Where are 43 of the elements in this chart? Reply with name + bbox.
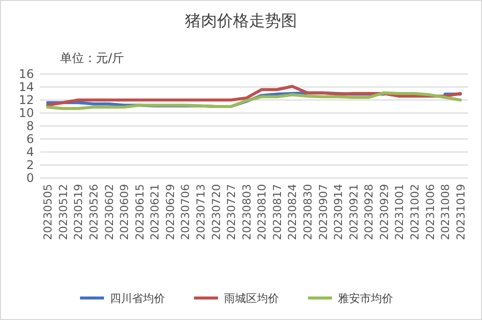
x-tick-label: 20230921: [347, 184, 360, 240]
x-tick-label: 20230907: [316, 184, 330, 240]
chart-title: 猪肉价格走势图: [185, 12, 297, 30]
x-tick-label: 20230519: [72, 184, 86, 240]
x-tick-label: 20230817: [270, 184, 284, 240]
x-tick-label: 20230713: [194, 184, 208, 240]
x-tick-label: 20230505: [42, 184, 55, 240]
x-tick-label: 20231002: [408, 184, 422, 240]
x-tick-label: 20230615: [133, 184, 146, 240]
y-tick-label: 14: [18, 80, 34, 94]
x-tick-label: 20230621: [148, 184, 162, 240]
y-tick-label: 16: [18, 67, 34, 81]
y-tick-label: 0: [26, 171, 34, 185]
y-tick-label: 10: [18, 106, 34, 120]
legend-label: 雨城区均价: [224, 292, 279, 305]
x-tick-label: 20230803: [240, 184, 254, 240]
y-tick-label: 12: [18, 93, 34, 107]
x-tick-label: 20230629: [164, 184, 177, 240]
legend-label: 雅安市均价: [338, 292, 393, 305]
x-tick-label: 20230830: [302, 184, 314, 240]
y-tick-label: 6: [26, 132, 34, 146]
x-tick-label: 20230914: [332, 184, 346, 240]
x-tick-label: 20231006: [424, 184, 437, 240]
x-tick-label: 20230929: [378, 184, 391, 240]
x-tick-label: 20231019: [454, 184, 468, 240]
chart-subtitle: 单位：元/斤: [60, 51, 124, 65]
x-tick-label: 20231001: [393, 184, 406, 240]
y-tick-label: 8: [26, 119, 34, 133]
y-tick-label: 2: [26, 158, 34, 172]
x-tick-label: 20231008: [439, 184, 452, 240]
x-tick-label: 20230720: [210, 184, 223, 240]
legend-label: 四川省均价: [110, 292, 165, 305]
x-tick-label: 20230928: [362, 184, 376, 240]
x-tick-label: 20230609: [118, 184, 132, 240]
line-series: [46, 84, 462, 107]
x-tick-label: 20230526: [88, 184, 100, 240]
y-tick-label: 4: [26, 145, 34, 159]
x-tick-label: 20230602: [102, 184, 116, 240]
x-tick-label: 20230810: [256, 184, 269, 240]
x-tick-label: 20230824: [286, 184, 300, 240]
x-tick-label: 20230512: [56, 184, 70, 240]
x-tick-label: 20230706: [179, 184, 192, 240]
x-tick-label: 20230727: [225, 184, 238, 240]
